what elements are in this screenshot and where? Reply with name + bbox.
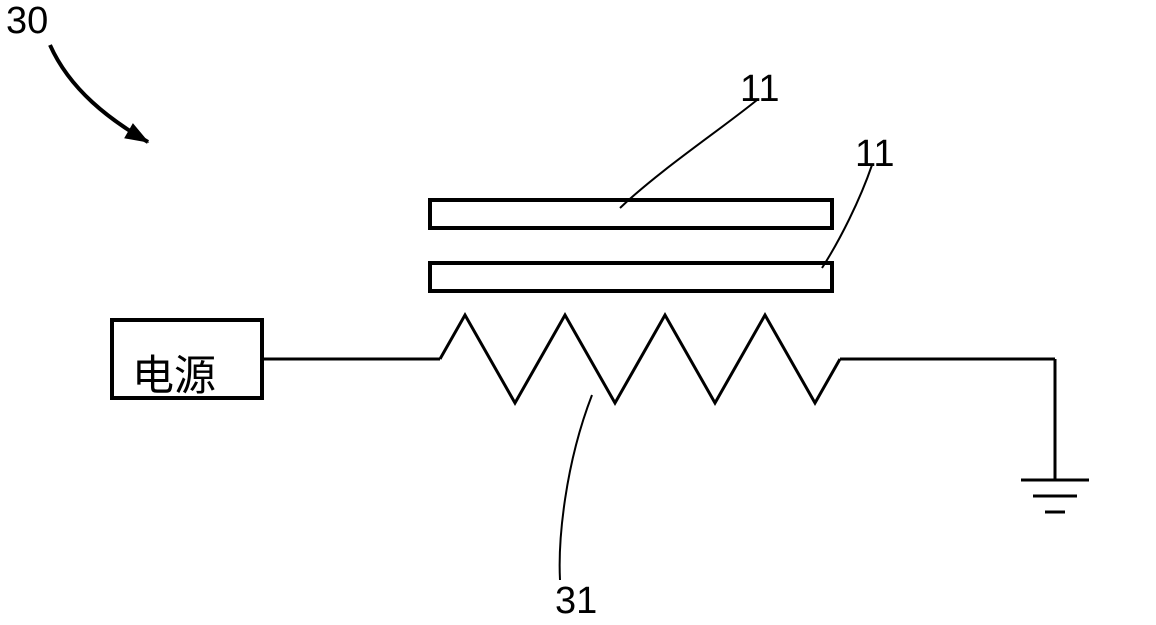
- label-resistor-31: 31: [555, 580, 597, 623]
- figure-ref-30: 30: [6, 0, 48, 43]
- label-plate-bottom-11: 11: [855, 133, 894, 176]
- resistor-zigzag: [440, 315, 840, 403]
- leader-11-top: [620, 100, 757, 208]
- plate-bottom: [430, 263, 832, 291]
- power-source-label: 电源: [132, 342, 216, 403]
- leader-31: [560, 395, 592, 580]
- plate-top: [430, 200, 832, 228]
- arrow-30-head: [125, 124, 148, 142]
- label-plate-top-11: 11: [740, 68, 779, 111]
